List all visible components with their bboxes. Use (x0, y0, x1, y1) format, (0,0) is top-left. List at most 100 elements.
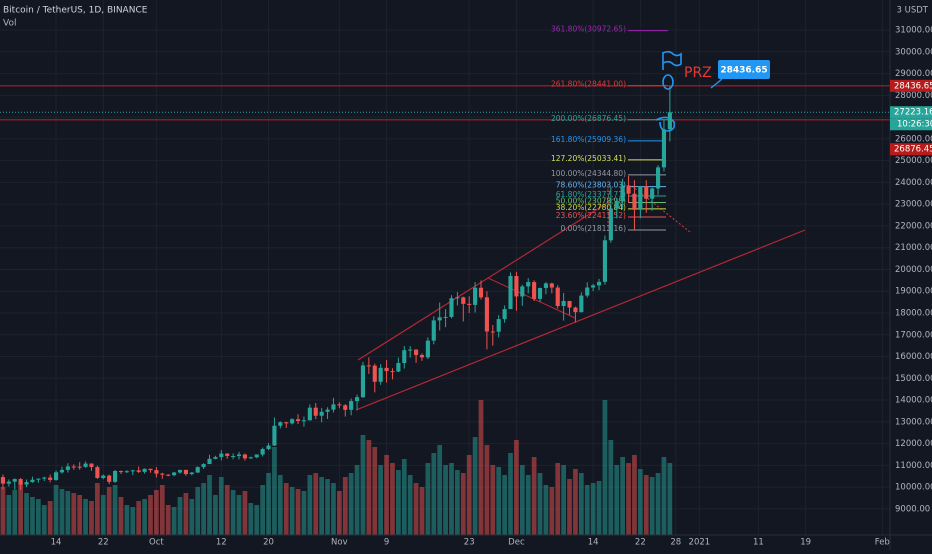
volume-bar (118, 497, 124, 535)
trend-line (487, 277, 576, 319)
x-tick-label: 12 (216, 538, 227, 548)
volume-bar (537, 473, 543, 535)
volume-bar (30, 497, 35, 535)
price-tag (890, 106, 932, 119)
volume-bar (213, 495, 218, 535)
volume-bar (283, 483, 289, 535)
y-tick-label: 30000.00 (895, 47, 932, 57)
candle-body (136, 470, 141, 472)
volume-bar (649, 477, 655, 535)
volume-bar (325, 479, 330, 535)
circle-drawing (655, 116, 676, 132)
candle-body (390, 371, 395, 373)
candle-body (272, 425, 277, 446)
price-tag-label: 28436.65 (894, 81, 932, 91)
candle-body (431, 320, 436, 341)
volume-bar (159, 485, 165, 535)
fib-label: 50.00%(23078.98) (556, 196, 626, 205)
candle-body (236, 454, 242, 456)
candle-body (118, 471, 124, 473)
chart-title: Bitcoin / TetherUS, 1D, BINANCE (3, 6, 148, 16)
candle-body (573, 307, 578, 313)
volume-bar (596, 481, 602, 535)
volume-bar (384, 455, 389, 535)
volume-bar (136, 501, 142, 535)
candle-body (396, 363, 401, 372)
volume-bar (100, 495, 106, 535)
fib-label: 361.80%(30972.65) (551, 25, 626, 34)
candle-body (54, 472, 59, 480)
volume-bar (24, 493, 29, 535)
candle-body (372, 365, 377, 382)
candle-body (301, 420, 307, 422)
countdown-tag (890, 118, 932, 131)
volume-bar (171, 507, 177, 535)
volume-bar (360, 435, 366, 535)
candle-body (384, 367, 389, 372)
candle-body (484, 297, 489, 332)
candle-body (632, 193, 637, 210)
candle-body (614, 201, 619, 209)
price-tag (890, 143, 932, 156)
annotation: PRZ (684, 65, 712, 81)
candle-body (349, 401, 354, 410)
x-tick-label: Dec (508, 538, 525, 548)
volume-bar (525, 475, 531, 535)
volume-bar (578, 473, 584, 535)
volume-bar (614, 465, 620, 535)
volume-bar (508, 453, 513, 535)
candle-body (95, 467, 100, 478)
y-tick-label: 29000.00 (895, 69, 932, 79)
candle-body (160, 473, 165, 475)
y-tick-label: 28000.00 (895, 91, 932, 101)
drawings (355, 50, 806, 411)
volume-bar (637, 469, 643, 535)
volume-bar (83, 499, 88, 535)
candle-body (59, 469, 65, 473)
candle-body (42, 477, 47, 479)
candle-body (644, 186, 649, 199)
volume-bar (667, 463, 673, 535)
candle-body (425, 340, 430, 358)
volume-bar (230, 490, 236, 535)
volume-bar (0, 487, 6, 535)
candle-body (408, 349, 413, 351)
volume-bar (130, 507, 136, 535)
candle-body (366, 365, 371, 367)
candle-body (177, 469, 183, 473)
y-tick-label: 13000.00 (895, 417, 932, 427)
candle-body (502, 309, 507, 320)
candle-body (260, 449, 265, 455)
y-tick-label: 12000.00 (895, 439, 932, 449)
candle-body (354, 397, 360, 402)
volume-bar (449, 463, 454, 535)
volume-bar (301, 491, 307, 535)
candle-body (655, 167, 661, 189)
volume-bar (655, 473, 661, 535)
volume-bar (466, 455, 472, 535)
volume-bar (396, 470, 401, 535)
volume-bar (555, 463, 561, 535)
volume-bar (584, 485, 590, 535)
volume-bar (390, 463, 395, 535)
x-tick-label: 19 (800, 538, 811, 548)
currency-label[interactable]: 3 USDT (897, 6, 929, 16)
y-tick-label: 9000.00 (895, 504, 930, 514)
volume-bar (89, 501, 94, 535)
volume-bar (626, 463, 631, 535)
candle-body (213, 457, 218, 459)
volume-bar (41, 505, 47, 535)
candle-body (295, 419, 301, 421)
volume-bar (289, 487, 295, 535)
candle-body (0, 477, 6, 484)
grid (0, 0, 890, 535)
candle-body (248, 457, 253, 459)
candle-body (555, 287, 560, 307)
volume-bar (661, 457, 667, 535)
axes: 31000.0030000.0029000.0028000.0027000.00… (51, 26, 932, 548)
volume-label: Vol (3, 19, 16, 29)
volume-bar (354, 465, 360, 535)
y-tick-label: 19000.00 (895, 287, 932, 297)
volume-bar (112, 485, 118, 535)
